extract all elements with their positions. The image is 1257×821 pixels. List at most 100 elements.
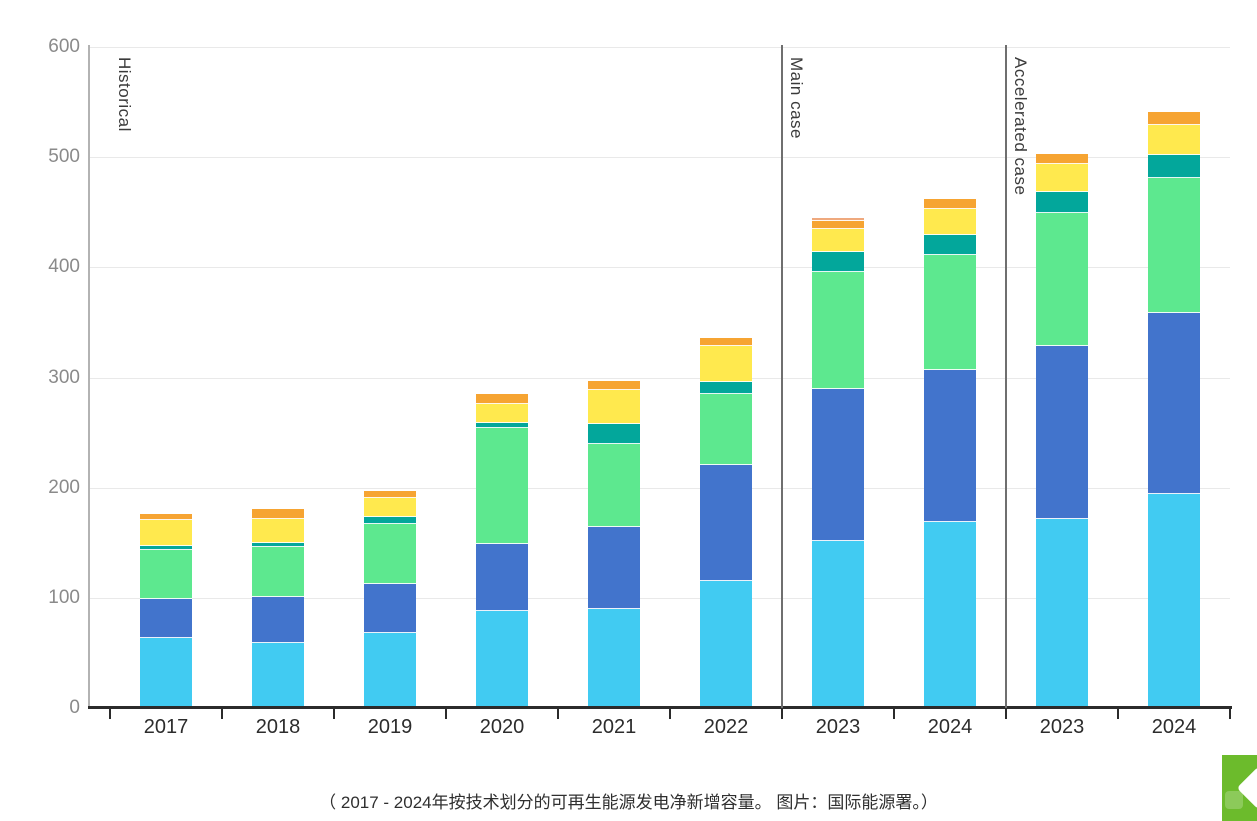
blue-segment: [1036, 345, 1088, 519]
x-axis-tick: [781, 709, 783, 719]
yellow-segment: [924, 208, 976, 236]
bar-group-2-2018: [222, 47, 334, 708]
blue-segment: [700, 464, 752, 582]
y-tick-label-100: 100: [48, 586, 80, 608]
bar-group-8-2024: [894, 47, 1006, 708]
green-segment: [140, 550, 192, 599]
teal-segment: [812, 251, 864, 272]
x-tick-label-8-2024: 2024: [927, 716, 973, 738]
teal-segment: [924, 235, 976, 256]
section-label-historical: Historical: [115, 57, 134, 132]
green-segment: [924, 255, 976, 370]
x-axis-tick: [669, 709, 671, 719]
bar-group-1-2017: [110, 47, 222, 708]
blue-segment: [252, 596, 304, 644]
y-tick-label-600: 600: [48, 36, 80, 57]
y-tick-label-500: 500: [48, 146, 80, 168]
orange-segment: [924, 199, 976, 209]
orange-segment: [364, 491, 416, 498]
green-segment: [476, 428, 528, 544]
bar-stack: [588, 380, 640, 708]
teal-segment: [1148, 155, 1200, 179]
teal-segment: [1036, 192, 1088, 214]
salmon-segment: [812, 217, 864, 222]
orange-segment: [252, 508, 304, 519]
green-segment: [1036, 213, 1088, 346]
teal-segment: [588, 423, 640, 444]
light-blue-segment: [1036, 518, 1088, 708]
x-axis-tick: [333, 709, 335, 719]
bar-group-10-2024: [1118, 47, 1230, 708]
yellow-segment: [476, 403, 528, 423]
yellow-segment: [812, 228, 864, 252]
blue-segment: [476, 543, 528, 612]
green-segment: [588, 443, 640, 528]
bar-stack: [812, 217, 864, 708]
blue-segment: [1148, 312, 1200, 495]
x-tick-label-10-2024: 2024: [1151, 716, 1197, 738]
yellow-segment: [1036, 163, 1088, 193]
teal-segment: [700, 381, 752, 395]
bar-stack: [1036, 153, 1088, 708]
orange-segment: [1036, 153, 1088, 164]
section-divider: [1005, 45, 1007, 708]
x-tick-label-3-2019: 2019: [367, 716, 413, 738]
section-label-accelerated-case: Accelerated case: [1011, 57, 1030, 196]
light-blue-segment: [924, 521, 976, 708]
green-segment: [1148, 178, 1200, 313]
bar-group-5-2021: [558, 47, 670, 708]
x-tick-label-5-2021: 2021: [591, 716, 637, 738]
logo-glyph-icon: [1225, 791, 1243, 809]
green-segment: [364, 524, 416, 584]
bar-group-7-2023: [782, 47, 894, 708]
y-tick-label-200: 200: [48, 476, 80, 498]
green-segment: [812, 271, 864, 389]
x-tick-label-7-2023: 2023: [815, 716, 861, 738]
x-tick-label-9-2023: 2023: [1039, 716, 1085, 738]
x-axis-tick: [1229, 709, 1231, 719]
light-blue-segment: [700, 581, 752, 708]
yellow-segment: [364, 497, 416, 518]
gridline-500: [90, 157, 1230, 159]
x-tick-label-4-2020: 2020: [479, 716, 525, 738]
gridline-300: [90, 377, 1230, 379]
bar-stack: [924, 199, 976, 708]
bar-group-3-2019: [334, 47, 446, 708]
orange-segment: [588, 380, 640, 390]
light-blue-segment: [1148, 494, 1200, 708]
x-axis-tick: [1117, 709, 1119, 719]
light-blue-segment: [588, 608, 640, 708]
teal-segment: [252, 542, 304, 548]
yellow-segment: [140, 519, 192, 547]
blue-segment: [924, 369, 976, 522]
plot-area: [90, 47, 1230, 708]
gridline-200: [90, 487, 1230, 489]
bar-stack: [476, 394, 528, 708]
y-tick-label-300: 300: [48, 366, 80, 388]
light-blue-segment: [476, 611, 528, 708]
blue-segment: [812, 388, 864, 541]
teal-segment: [476, 422, 528, 429]
section-label-main-case: Main case: [787, 57, 806, 139]
bar-stack: [700, 337, 752, 708]
y-axis-line: [88, 45, 90, 708]
light-blue-segment: [140, 637, 192, 708]
bar-stack: [1148, 112, 1200, 708]
bar-stack: [364, 491, 416, 708]
yellow-segment: [700, 345, 752, 382]
light-blue-segment: [252, 643, 304, 708]
yellow-segment: [1148, 125, 1200, 155]
yellow-segment: [588, 389, 640, 424]
x-axis-tick: [557, 709, 559, 719]
blue-segment: [588, 527, 640, 609]
green-segment: [252, 547, 304, 597]
x-axis-tick: [893, 709, 895, 719]
bar-group-4-2020: [446, 47, 558, 708]
bar-group-9-2023: [1006, 47, 1118, 708]
x-axis-tick: [109, 709, 111, 719]
gridline-600: [90, 47, 1230, 48]
x-axis-tick: [221, 709, 223, 719]
blue-segment: [364, 583, 416, 634]
brand-logo: [1222, 755, 1257, 821]
